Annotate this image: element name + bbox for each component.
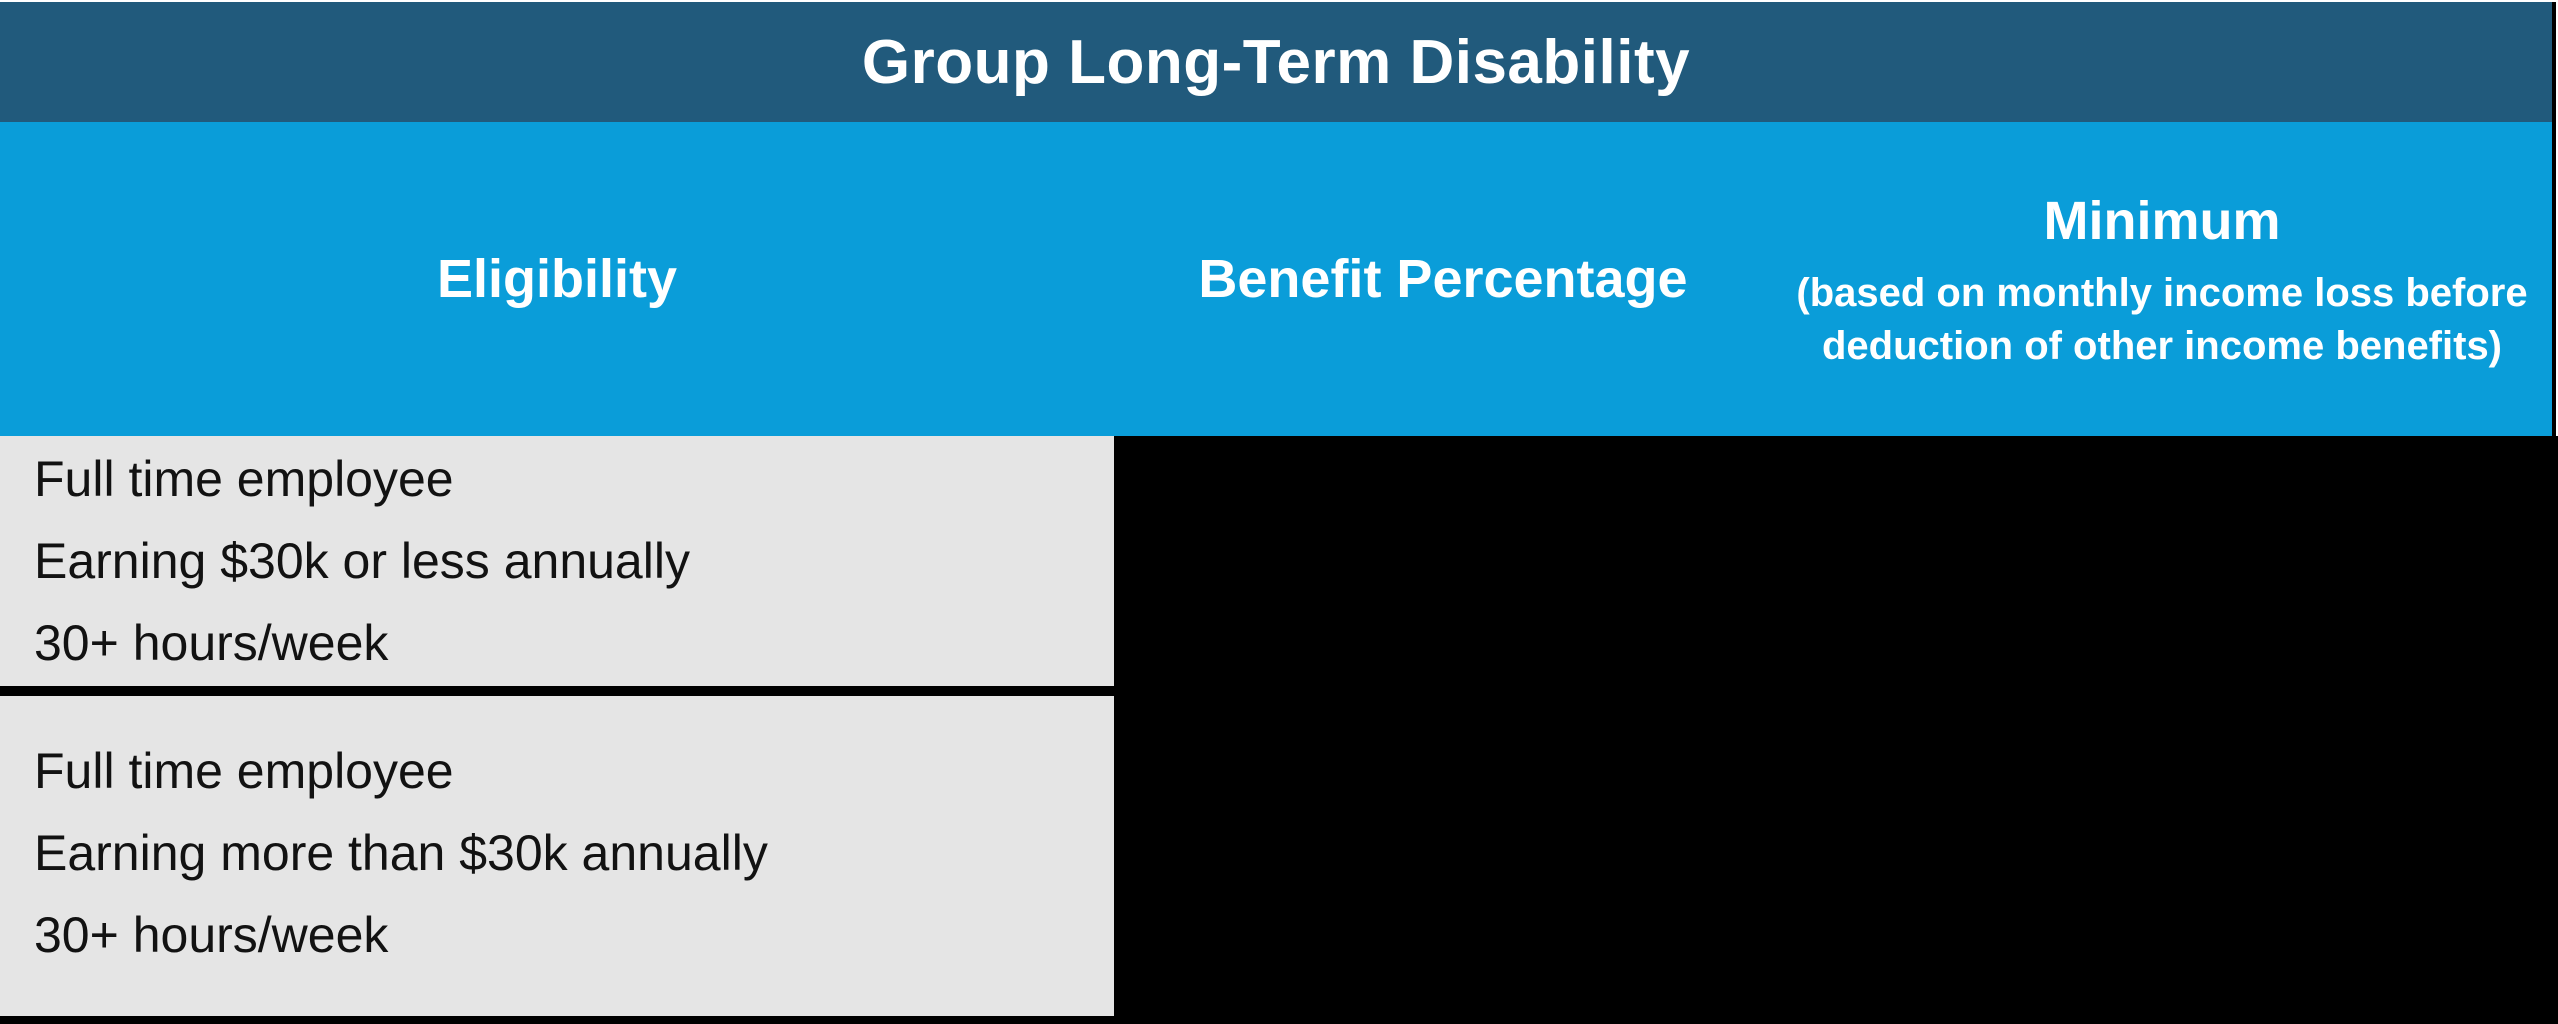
eligibility-line: 30+ hours/week (34, 615, 389, 671)
column-header-minimum: Minimum (based on monthly income loss be… (1772, 122, 2552, 436)
column-header-label: Eligibility (436, 249, 678, 309)
redacted-body-area: Full time employee Earning $30k or less … (0, 436, 2558, 1024)
table-title-bar: Group Long-Term Disability (0, 2, 2556, 122)
table-header-row: Eligibility Benefit Percentage Minimum (… (0, 122, 2556, 436)
column-header-benefit-percentage: Benefit Percentage (1114, 122, 1772, 436)
eligibility-line: Full time employee (34, 451, 454, 507)
table-row: Full time employee Earning more than $30… (0, 696, 1114, 1016)
eligibility-line: Full time employee (34, 743, 454, 799)
eligibility-line: Earning more than $30k annually (34, 825, 768, 881)
table-title: Group Long-Term Disability (861, 27, 1691, 97)
column-header-sublabel: (based on monthly income loss before ded… (1796, 271, 2528, 368)
eligibility-line: Earning $30k or less annually (34, 533, 690, 589)
eligibility-line: 30+ hours/week (34, 907, 389, 963)
column-header-label: Minimum (2043, 191, 2281, 251)
column-header-label: Benefit Percentage (1198, 249, 1688, 309)
table-row: Full time employee Earning $30k or less … (0, 436, 1114, 686)
column-header-eligibility: Eligibility (0, 122, 1114, 436)
